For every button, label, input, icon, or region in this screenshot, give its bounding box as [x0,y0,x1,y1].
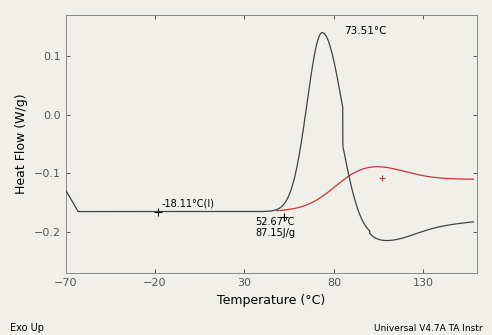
Y-axis label: Heat Flow (W/g): Heat Flow (W/g) [15,94,28,194]
Text: 52.67°C
87.15J/g: 52.67°C 87.15J/g [255,217,295,238]
Text: Universal V4.7A TA Instr: Universal V4.7A TA Instr [373,324,482,333]
X-axis label: Temperature (°C): Temperature (°C) [217,293,325,307]
Text: -18.11°C(I): -18.11°C(I) [162,199,215,209]
Text: Exo Up: Exo Up [10,323,44,333]
Text: 73.51°C: 73.51°C [344,26,386,37]
